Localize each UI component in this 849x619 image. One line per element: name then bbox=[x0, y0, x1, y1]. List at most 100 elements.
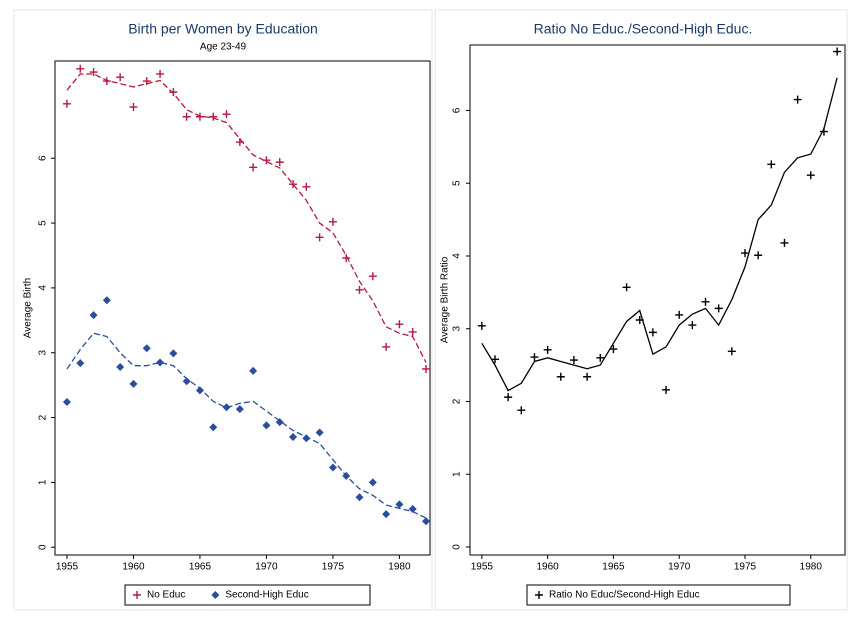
y-tick-label: 6 bbox=[452, 107, 463, 113]
chart-subtitle: Age 23-49 bbox=[200, 42, 247, 53]
point bbox=[780, 238, 789, 247]
point bbox=[806, 171, 815, 180]
x-tick-label: 1960 bbox=[122, 562, 145, 573]
point bbox=[89, 311, 98, 320]
point bbox=[382, 510, 391, 519]
x-tick-label: 1980 bbox=[388, 562, 411, 573]
point bbox=[609, 345, 618, 354]
point bbox=[368, 272, 377, 281]
point bbox=[517, 406, 526, 415]
point bbox=[727, 347, 736, 356]
x-tick-label: 1980 bbox=[800, 562, 823, 573]
chart-title: Birth per Women by Education bbox=[128, 21, 318, 37]
point bbox=[209, 423, 218, 432]
plot-frame bbox=[469, 44, 846, 556]
point bbox=[249, 163, 258, 172]
point bbox=[504, 393, 513, 402]
point bbox=[209, 112, 218, 121]
point bbox=[222, 110, 231, 119]
point bbox=[275, 418, 284, 427]
smooth-line bbox=[481, 77, 838, 392]
point bbox=[395, 500, 404, 509]
x-tick-label: 1975 bbox=[322, 562, 345, 573]
point bbox=[262, 156, 271, 165]
point bbox=[688, 321, 697, 330]
legend-label: Second-High Educ bbox=[225, 590, 308, 601]
y-tick-label: 5 bbox=[38, 220, 49, 226]
point bbox=[169, 349, 178, 358]
point bbox=[408, 504, 417, 513]
point bbox=[368, 478, 377, 487]
point bbox=[701, 297, 710, 306]
point bbox=[355, 285, 364, 294]
y-tick-label: 6 bbox=[38, 155, 49, 161]
point bbox=[235, 405, 244, 414]
smooth-line bbox=[66, 73, 427, 363]
legend-marker bbox=[211, 591, 220, 599]
legend-box bbox=[526, 584, 791, 606]
point bbox=[62, 398, 71, 407]
y-tick-label: 0 bbox=[38, 544, 49, 550]
chart-title: Ratio No Educ./Second-High Educ. bbox=[534, 21, 753, 37]
point bbox=[142, 344, 151, 353]
point bbox=[422, 517, 431, 526]
point bbox=[491, 355, 499, 364]
point bbox=[543, 345, 552, 354]
point bbox=[249, 366, 258, 375]
point bbox=[302, 182, 311, 191]
point bbox=[556, 372, 565, 381]
point bbox=[262, 421, 271, 430]
point bbox=[754, 251, 763, 260]
point bbox=[342, 471, 351, 480]
point bbox=[596, 353, 605, 362]
point bbox=[302, 434, 311, 443]
point bbox=[156, 69, 165, 78]
legend-box bbox=[124, 584, 371, 606]
x-tick-label: 1975 bbox=[734, 562, 757, 573]
point bbox=[422, 364, 431, 373]
point bbox=[102, 296, 111, 305]
point bbox=[662, 385, 671, 394]
point bbox=[222, 403, 231, 412]
panel-right bbox=[434, 9, 848, 611]
x-tick-label: 1960 bbox=[537, 562, 560, 573]
legend-label: No Educ bbox=[147, 590, 185, 601]
point bbox=[382, 342, 391, 351]
x-tick-label: 1955 bbox=[56, 562, 79, 573]
legend-marker bbox=[133, 591, 141, 599]
point bbox=[129, 103, 138, 112]
y-tick-label: 2 bbox=[452, 398, 463, 404]
point bbox=[622, 283, 631, 292]
point bbox=[116, 362, 125, 371]
point bbox=[89, 68, 98, 77]
point bbox=[635, 316, 644, 325]
x-tick-label: 1955 bbox=[471, 562, 494, 573]
point bbox=[793, 95, 802, 104]
point bbox=[583, 372, 592, 381]
x-tick-label: 1965 bbox=[189, 562, 212, 573]
point bbox=[169, 88, 178, 97]
point bbox=[342, 254, 351, 263]
point bbox=[714, 304, 723, 313]
y-tick-label: 4 bbox=[452, 253, 463, 259]
point bbox=[408, 327, 417, 336]
point bbox=[76, 359, 85, 368]
point bbox=[182, 377, 191, 386]
point bbox=[767, 160, 776, 169]
point bbox=[355, 493, 364, 502]
point bbox=[289, 180, 298, 189]
point bbox=[819, 127, 828, 136]
y-axis-label: Average Birth bbox=[23, 278, 34, 338]
point bbox=[328, 463, 337, 472]
plot-frame bbox=[54, 60, 431, 556]
point bbox=[156, 358, 165, 367]
point bbox=[142, 77, 151, 86]
point bbox=[76, 64, 85, 73]
y-tick-label: 5 bbox=[452, 180, 463, 186]
panel-left bbox=[13, 9, 433, 611]
point bbox=[315, 428, 324, 437]
y-tick-label: 3 bbox=[38, 350, 49, 356]
point bbox=[477, 321, 486, 330]
